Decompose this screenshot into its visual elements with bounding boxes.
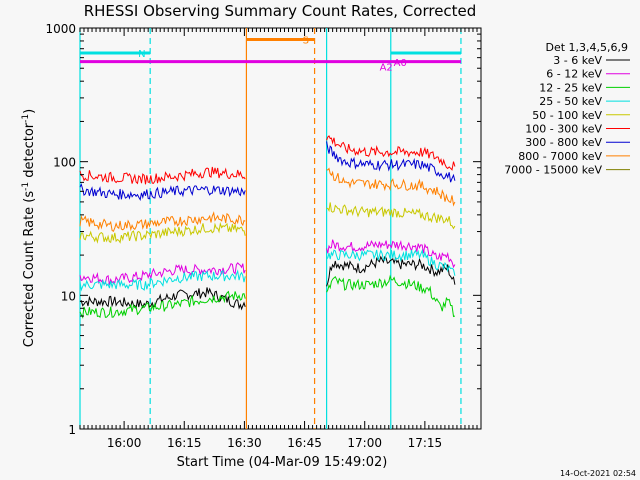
y-tick-label-1: 10 [61, 289, 76, 303]
legend-label-4: 50 - 100 keV [532, 109, 602, 122]
annotation-0: A2 [380, 63, 393, 74]
x-tick-label-2: 16:30 [227, 436, 262, 450]
plot-frame [79, 27, 482, 430]
legend-label-6: 300 - 800 keV [525, 136, 602, 149]
series-line-5-0 [79, 166, 246, 185]
series-line-7-1 [326, 167, 456, 207]
series-line-3-1 [326, 248, 456, 276]
series-line-2-1 [326, 274, 456, 318]
series-line-4-0 [79, 221, 246, 244]
y-tick-label-2: 100 [53, 156, 76, 170]
x-axis-label: Start Time (04-Mar-09 15:49:02) [177, 455, 388, 470]
series-line-6-1 [326, 141, 456, 183]
x-tick-label-0: 16:00 [107, 436, 142, 450]
legend-label-1: 6 - 12 keV [546, 68, 602, 81]
annotation-1: A0 [394, 58, 407, 69]
footer-timestamp: 14-Oct-2021 02:54 [560, 469, 636, 478]
x-tick-label-3: 16:45 [287, 436, 322, 450]
y-axis-label: Corrected Count Rate (s-1 detector-1) [21, 109, 37, 347]
legend-label-0: 3 - 6 keV [553, 54, 602, 67]
legend-label-3: 25 - 50 keV [539, 95, 602, 108]
series-line-0-0 [79, 287, 246, 311]
x-tick-label-1: 16:15 [167, 436, 202, 450]
axes: 1 10 100 1000 16:00 16:15 16:30 16:45 17:00 17:15 [45, 22, 482, 450]
legend-title: Det 1,3,4,5,6,9 [545, 41, 628, 54]
y-tick-label-0: 1 [68, 423, 76, 437]
legend-label-5: 100 - 300 keV [525, 123, 602, 136]
series-line-7-0 [79, 211, 246, 233]
chart-title: RHESSI Observing Summary Count Rates, Co… [84, 2, 477, 20]
state-bar-label-1: S [303, 36, 309, 47]
series-line-0-1 [326, 255, 456, 287]
series-line-1-1 [326, 239, 456, 269]
x-tick-label-5: 17:15 [408, 436, 443, 450]
legend-label-8: 7000 - 15000 keV [504, 164, 602, 177]
legend-label-7: 800 - 7000 keV [518, 150, 602, 163]
y-tick-label-3: 1000 [45, 22, 76, 36]
plot-area: N S A2 A0 [79, 27, 482, 430]
state-bar-label-0: N [138, 49, 145, 60]
series-line-3-0 [79, 269, 246, 292]
series-line-4-1 [326, 202, 456, 230]
series-line-6-0 [79, 182, 246, 201]
series-line-1-0 [79, 262, 246, 285]
series-line-2-0 [79, 290, 246, 319]
x-tick-label-4: 17:00 [347, 436, 382, 450]
series-line-5-1 [326, 135, 456, 171]
legend-label-2: 12 - 25 keV [539, 81, 602, 94]
